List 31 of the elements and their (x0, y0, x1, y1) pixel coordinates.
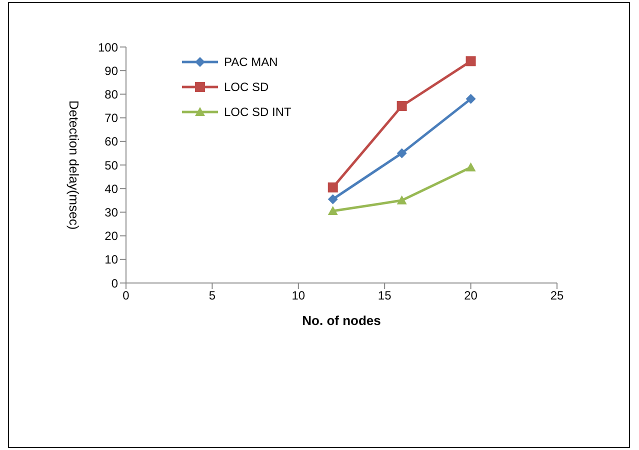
x-tick-label: 15 (378, 288, 392, 303)
x-tick-label: 0 (122, 288, 130, 303)
y-tick-label: 70 (104, 111, 118, 126)
point (396, 195, 407, 204)
point (396, 101, 407, 111)
x-tick-label: 20 (464, 288, 478, 303)
y-tick-label: 100 (98, 40, 118, 54)
point (328, 206, 338, 216)
point (466, 94, 476, 104)
x-tick-label: 25 (550, 288, 564, 303)
point (328, 182, 338, 192)
point (396, 148, 407, 158)
y-tick-label: 40 (104, 182, 118, 196)
y-axis-title: Detection delay(msec) (66, 100, 82, 230)
y-tick-label: 20 (104, 229, 118, 244)
x-axis-title: No. of nodes (302, 313, 381, 328)
x-tick-label: 10 (292, 288, 306, 303)
legend-label: LOC SD INT (224, 105, 292, 119)
y-tick-label: 30 (104, 205, 118, 220)
y-tick-label: 10 (104, 252, 118, 267)
point (328, 194, 338, 204)
y-tick-label: 80 (104, 87, 118, 102)
legend-label: LOC SD (224, 80, 270, 94)
y-tick-label: 0 (111, 276, 118, 290)
legend-label: PAC MAN (224, 55, 278, 69)
y-tick-label: 60 (104, 134, 118, 149)
x-tick-label: 5 (208, 288, 216, 303)
y-tick-label: 50 (104, 158, 118, 172)
point (466, 56, 476, 66)
y-tick-label: 90 (104, 64, 118, 78)
point (466, 162, 476, 172)
